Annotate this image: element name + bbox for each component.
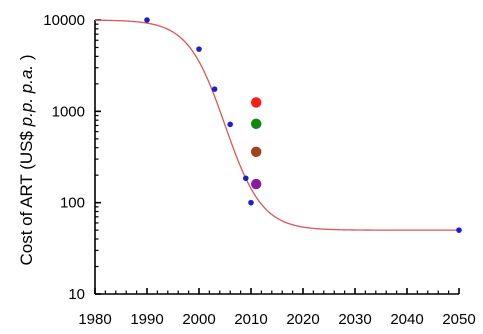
data-point <box>211 86 218 92</box>
x-tick-label: 2050 <box>442 311 475 328</box>
y-axis-label-prefix: Cost of ART (US$ <box>17 126 36 265</box>
points-layer <box>144 17 462 233</box>
highlight-point <box>251 146 262 158</box>
data-point <box>456 227 462 233</box>
x-tick-label: 2010 <box>234 311 267 328</box>
y-tick-label: 10 <box>68 286 85 303</box>
fit-curve <box>94 19 459 231</box>
x-tick-label: 2020 <box>286 311 319 328</box>
data-point <box>243 175 249 182</box>
y-tick-label: 1000 <box>52 103 85 120</box>
y-axis-label-italic: p.p. p.a. <box>17 65 36 127</box>
y-tick-label: 100 <box>60 195 85 212</box>
x-tick-label: 2000 <box>182 311 215 328</box>
curve-layer <box>94 19 459 231</box>
y-axis-label: Cost of ART (US$ p.p. p.a. ) <box>17 54 36 265</box>
highlight-point <box>251 178 262 190</box>
x-tick-label: 2030 <box>338 311 371 328</box>
x-tick-label: 2040 <box>390 311 423 328</box>
ticks <box>94 19 460 295</box>
data-point <box>227 121 233 128</box>
x-tick-label: 1990 <box>130 311 163 328</box>
data-point <box>196 46 202 52</box>
data-point <box>144 17 150 23</box>
x-tick-label: 1980 <box>78 311 111 328</box>
axes <box>94 20 459 295</box>
y-axis-label-suffix: ) <box>17 54 36 64</box>
y-tick-label: 10000 <box>43 12 85 29</box>
tick-labels: 1980 1990 2000 2010 2020 2030 2040 2050 10 100 100… <box>43 12 475 328</box>
highlight-point <box>251 118 262 130</box>
highlight-point <box>251 97 262 108</box>
data-point <box>248 199 254 206</box>
